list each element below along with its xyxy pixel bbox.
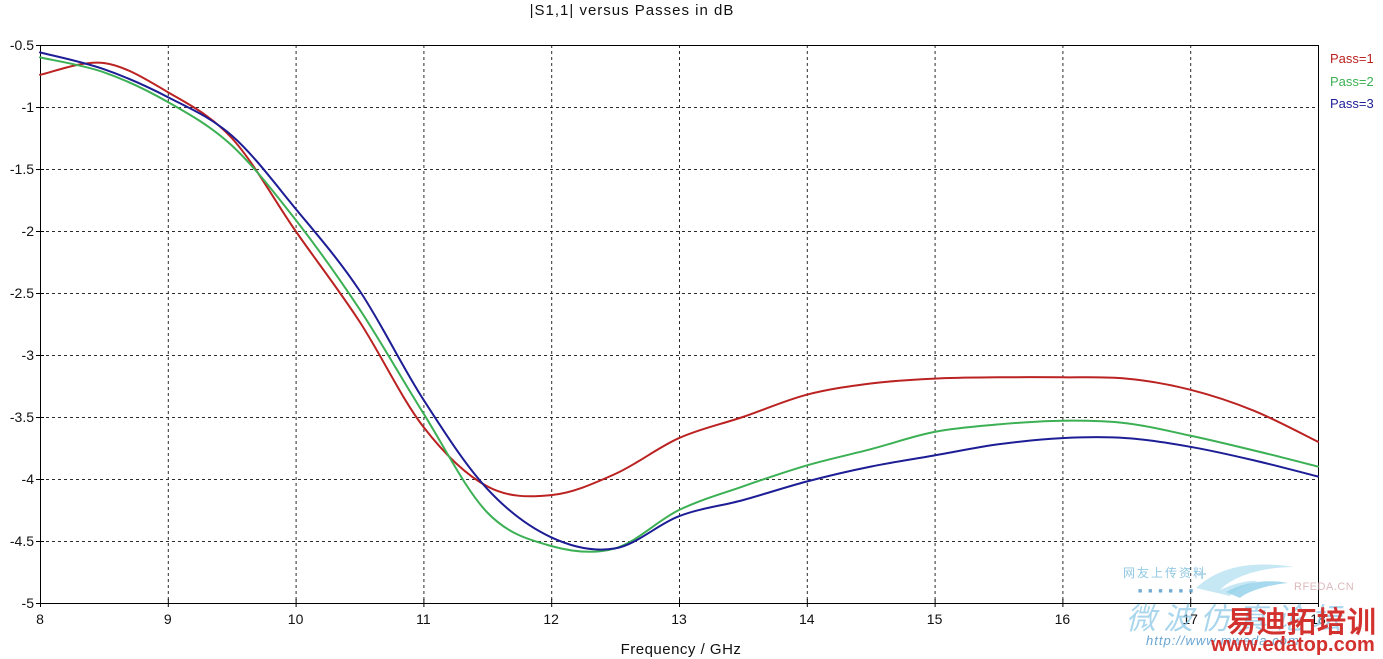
legend-label-pass3: Pass=3 xyxy=(1330,96,1374,111)
curve-pass3 xyxy=(39,51,1319,551)
watermark-mini-blocks-icon: ■ ■ ■ ■ ■ ■ xyxy=(1138,588,1196,595)
x-tick-label: 18 xyxy=(1310,611,1326,627)
legend-item-pass3: Pass=3 xyxy=(1330,93,1374,116)
watermark-forum-url: http://www.mweda.com xyxy=(1146,633,1300,648)
x-tick-label: 11 xyxy=(416,611,431,627)
chart-title: |S1,1| versus Passes in dB xyxy=(529,2,735,19)
y-tick-label: -1.5 xyxy=(9,161,34,177)
watermark-uploader-note: 网友上传资料 xyxy=(1123,566,1208,580)
y-tick-label: -4.5 xyxy=(9,533,34,549)
y-tick-label: -1 xyxy=(21,99,34,115)
x-tick-label: 13 xyxy=(671,611,687,627)
x-tick-label: 17 xyxy=(1182,611,1198,627)
watermark-forum-script: 微波仿真论坛 xyxy=(1126,603,1348,636)
watermark-brand-cn: 易迪拓培训 xyxy=(1227,607,1378,639)
y-tick-label: -2 xyxy=(21,223,34,239)
legend-label-pass2: Pass=2 xyxy=(1330,73,1374,89)
legend: Pass=1 Pass=2 Pass=3 xyxy=(1330,48,1374,116)
y-tick-label: -3.5 xyxy=(9,409,34,425)
x-tick-label: 8 xyxy=(36,611,44,627)
x-tick-label: 10 xyxy=(287,611,304,627)
x-tick-label: 14 xyxy=(799,611,815,627)
y-tick-label: -4 xyxy=(21,471,34,487)
curve-pass2 xyxy=(39,56,1319,553)
x-tick-label: 12 xyxy=(543,611,559,627)
y-tick-label: -2.5 xyxy=(9,285,34,301)
legend-label-pass1: Pass=1 xyxy=(1330,51,1374,66)
x-tick-label: 16 xyxy=(1054,611,1071,627)
x-axis-title: Frequency / GHz xyxy=(620,641,742,658)
legend-item-pass2: Pass=2 xyxy=(1330,71,1374,94)
y-tick-label: -3 xyxy=(21,347,34,363)
x-tick-label: 15 xyxy=(926,611,943,627)
watermark-brand-url: www.edatop.com xyxy=(1211,634,1375,656)
swoosh-logo-icon xyxy=(1196,564,1294,598)
watermark-rfeda: RFEDA.CN xyxy=(1294,581,1355,593)
x-tick-label: 9 xyxy=(163,611,172,627)
y-tick-label: -5 xyxy=(21,595,34,611)
y-tick-label: -0.5 xyxy=(9,37,34,53)
curve-pass1 xyxy=(39,61,1319,498)
legend-item-pass1: Pass=1 xyxy=(1330,48,1374,71)
